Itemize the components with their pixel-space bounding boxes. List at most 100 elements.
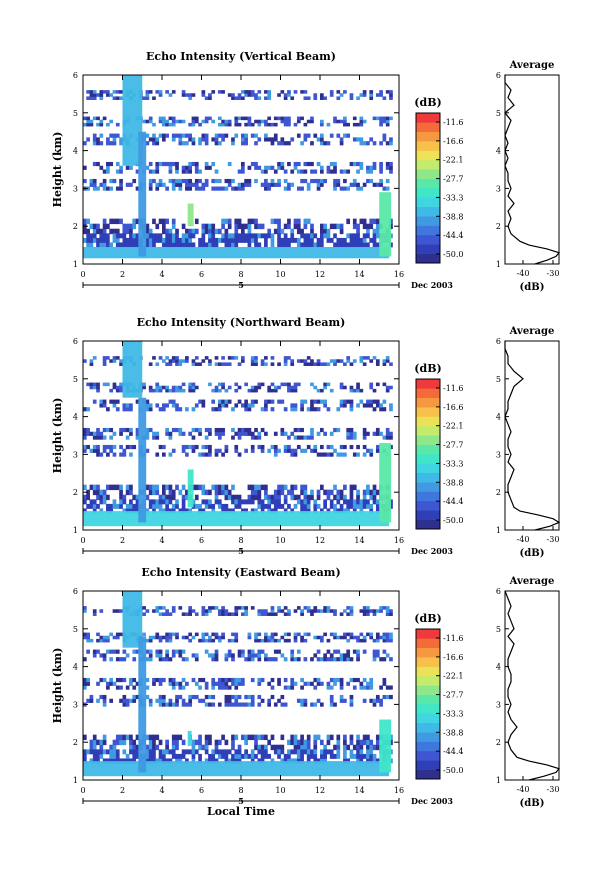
echo-cell bbox=[267, 681, 272, 686]
echo-cell bbox=[277, 499, 281, 505]
echo-cell bbox=[145, 242, 150, 248]
echo-cell bbox=[264, 165, 268, 170]
echo-cell bbox=[241, 169, 245, 174]
echo-cell bbox=[191, 137, 196, 142]
colorbar-tick-label: -38.8 bbox=[443, 212, 464, 221]
echo-cell bbox=[247, 116, 252, 121]
echo-cell bbox=[181, 657, 186, 662]
echo-cell bbox=[336, 749, 341, 755]
echo-cell bbox=[316, 489, 321, 496]
echo-cell bbox=[323, 489, 327, 496]
echo-cell bbox=[303, 499, 308, 505]
echo-cell bbox=[250, 356, 255, 360]
echo-cell bbox=[145, 407, 150, 412]
echo-cell bbox=[247, 228, 252, 235]
echo-cell bbox=[343, 362, 347, 366]
echo-cell bbox=[356, 122, 360, 127]
echo-cell bbox=[356, 403, 360, 408]
echo-cell bbox=[300, 734, 304, 741]
echo-cell bbox=[352, 359, 357, 363]
echo-cell bbox=[389, 609, 393, 613]
echo-cell bbox=[175, 702, 179, 707]
echo-cell bbox=[362, 218, 367, 225]
echo-cell bbox=[247, 182, 252, 187]
echo-cell bbox=[323, 503, 327, 509]
echo-cell bbox=[273, 499, 278, 505]
echo-cell bbox=[234, 698, 239, 703]
echo-cell bbox=[191, 359, 196, 363]
echo-cell bbox=[198, 427, 202, 433]
echo-cell bbox=[224, 508, 229, 514]
echo-cell bbox=[181, 444, 186, 450]
echo-cell bbox=[221, 606, 225, 610]
echo-cell bbox=[152, 508, 156, 514]
echo-cell bbox=[300, 407, 304, 412]
echo-cell bbox=[231, 681, 235, 686]
echo-cell bbox=[224, 503, 229, 509]
echo-cell bbox=[112, 90, 117, 94]
echo-cell bbox=[241, 734, 245, 741]
echo-cell bbox=[181, 649, 186, 654]
echo-cell bbox=[221, 635, 225, 640]
echo-cell bbox=[181, 494, 186, 501]
echo-cell bbox=[145, 141, 150, 146]
echo-cell bbox=[185, 407, 189, 412]
echo-cell bbox=[86, 186, 90, 191]
echo-cell bbox=[191, 182, 196, 187]
echo-cell bbox=[231, 653, 235, 658]
echo-cell bbox=[158, 739, 163, 746]
echo-cell bbox=[356, 452, 360, 457]
echo-cell bbox=[277, 233, 281, 239]
echo-cell bbox=[264, 182, 268, 187]
echo-cell bbox=[198, 677, 202, 683]
echo-cell bbox=[366, 223, 370, 230]
average-y-tick-label: 4 bbox=[496, 663, 501, 672]
echo-cell bbox=[221, 119, 225, 124]
echo-cell bbox=[287, 503, 291, 509]
average-x-tick-label: -40 bbox=[517, 535, 530, 544]
echo-cell bbox=[92, 753, 97, 759]
echo-cell bbox=[237, 702, 242, 707]
echo-cell bbox=[316, 657, 321, 662]
echo-cell bbox=[300, 499, 304, 505]
echo-cell bbox=[267, 503, 272, 509]
echo-cell bbox=[168, 116, 173, 121]
echo-cell bbox=[106, 161, 110, 167]
echo-cell bbox=[145, 93, 150, 97]
echo-cell bbox=[148, 499, 153, 505]
colorbar-tick-label: -50.0 bbox=[443, 516, 464, 525]
echo-cell bbox=[175, 133, 179, 138]
echo-cell bbox=[244, 407, 248, 412]
echo-cell bbox=[250, 694, 255, 700]
echo-cell bbox=[250, 448, 255, 453]
echo-cell bbox=[244, 233, 248, 239]
echo-cell bbox=[119, 362, 123, 366]
echo-cell bbox=[178, 186, 183, 191]
echo-cell bbox=[115, 407, 120, 412]
echo-cell bbox=[214, 133, 219, 138]
echo-cell bbox=[254, 388, 258, 393]
echo-cell bbox=[175, 356, 179, 360]
echo-cell bbox=[260, 182, 265, 187]
echo-cell bbox=[277, 681, 281, 686]
echo-cell bbox=[320, 427, 324, 433]
echo-cell bbox=[217, 141, 222, 146]
echo-cell bbox=[300, 758, 304, 764]
echo-cell bbox=[257, 385, 262, 390]
echo-cell bbox=[389, 403, 393, 408]
echo-cell bbox=[326, 122, 331, 127]
echo-cell bbox=[296, 435, 301, 440]
echo-cell bbox=[181, 677, 186, 683]
echo-cell bbox=[290, 489, 295, 496]
echo-cell bbox=[171, 182, 176, 187]
echo-cell bbox=[356, 753, 360, 759]
echo-cell bbox=[211, 685, 216, 690]
echo-cell bbox=[92, 223, 97, 230]
echo-cell bbox=[343, 242, 347, 248]
colorbar-swatch bbox=[416, 769, 440, 780]
echo-cell bbox=[129, 223, 133, 230]
echo-cell bbox=[119, 96, 123, 100]
echo-cell bbox=[122, 749, 127, 755]
echo-cell bbox=[389, 362, 393, 366]
echo-cell bbox=[135, 749, 140, 755]
